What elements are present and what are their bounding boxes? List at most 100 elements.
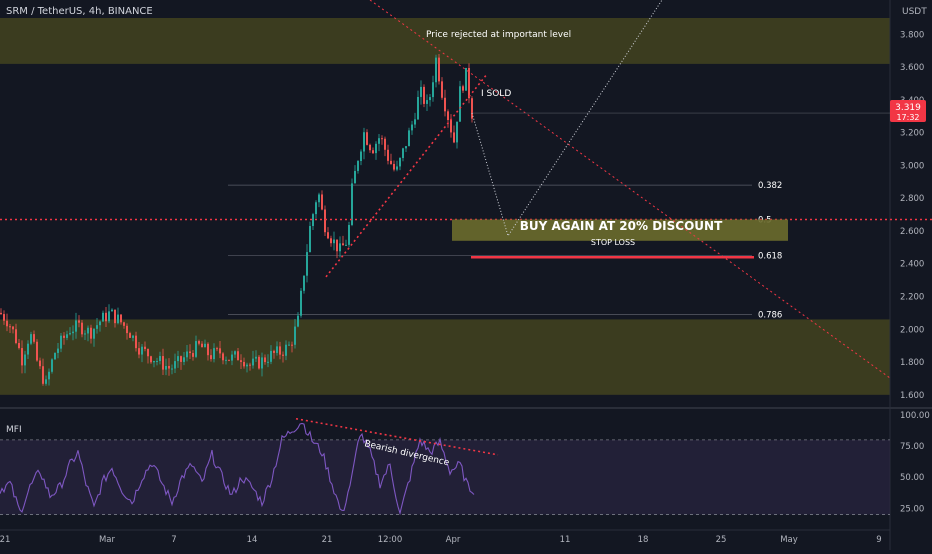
candle-body (84, 333, 86, 335)
annotation-i-sold: I SOLD (481, 89, 511, 99)
candle-body (231, 354, 233, 361)
candles-layer (0, 53, 473, 386)
candle-body (213, 348, 215, 360)
candle-body (240, 360, 242, 362)
candle-body (411, 124, 413, 131)
candle-body (141, 346, 143, 355)
candle-body (234, 351, 236, 355)
candle-body (396, 166, 398, 170)
mfi-tick-label: 75.00 (900, 442, 924, 452)
candle-body (414, 119, 416, 125)
candle-body (348, 224, 350, 245)
time-tick-label: 9 (876, 535, 881, 545)
mfi-band (0, 439, 890, 515)
candle-body (204, 343, 206, 348)
candle-body (309, 226, 311, 253)
candle-body (117, 314, 119, 324)
candle-body (288, 344, 290, 346)
mfi-layer (0, 417, 890, 516)
price-tick-label: 3.200 (900, 129, 924, 139)
candle-body (90, 327, 92, 339)
candle-body (57, 348, 59, 353)
price-tick-label: 2.200 (900, 293, 924, 303)
candle-body (159, 356, 161, 361)
price-tick-label: 2.000 (900, 325, 924, 335)
candle-body (447, 111, 449, 121)
price-tick-label: 1.600 (900, 391, 924, 401)
candle-body (195, 341, 197, 357)
mfi-tick-label: 25.00 (900, 504, 924, 514)
candle-body (147, 349, 149, 357)
candle-body (456, 121, 458, 143)
time-tick-label: 12:00 (378, 535, 403, 545)
candle-body (129, 333, 131, 338)
candle-body (276, 346, 278, 353)
candle-body (81, 322, 83, 335)
candle-body (228, 359, 230, 361)
candle-body (168, 365, 170, 369)
candle-body (342, 243, 344, 246)
candle-body (264, 357, 266, 363)
candle-body (126, 325, 128, 334)
time-tick-label: 11 (560, 535, 571, 545)
candle-body (42, 366, 44, 384)
candle-body (189, 351, 191, 354)
time-tick-label: 7 (171, 535, 176, 545)
candle-body (21, 348, 23, 366)
candle-body (222, 353, 224, 361)
candle-body (225, 359, 227, 361)
price-tick-label: 3.800 (900, 30, 924, 40)
candle-body (249, 364, 251, 366)
annotation-price-rejected: Price rejected at important level (426, 30, 571, 40)
candle-body (150, 356, 152, 363)
candle-body (102, 312, 104, 322)
candle-body (201, 343, 203, 348)
candle-body (444, 97, 446, 112)
annotation-stop-loss: STOP LOSS (591, 238, 635, 247)
candle-body (198, 341, 200, 344)
candle-body (186, 351, 188, 358)
projection-path (471, 0, 663, 238)
candle-body (426, 100, 428, 104)
candle-body (408, 130, 410, 147)
candle-body (192, 353, 194, 357)
candle-body (378, 138, 380, 144)
candle-body (108, 311, 110, 322)
candle-body (6, 320, 8, 327)
buy-zone-box (452, 219, 788, 241)
mfi-line (0, 422, 475, 516)
candle-body (96, 325, 98, 329)
candle-body (432, 82, 434, 98)
mfi-tick-label: 100.00 (900, 411, 930, 421)
candle-body (363, 132, 365, 152)
candle-body (291, 344, 293, 346)
candle-body (246, 364, 248, 367)
last-price-tag (890, 100, 926, 122)
candle-body (360, 151, 362, 162)
candle-body (321, 194, 323, 210)
price-tick-label: 1.800 (900, 358, 924, 368)
resistance-zone (0, 18, 890, 64)
price-tick-label: 3.000 (900, 161, 924, 171)
candle-body (111, 309, 113, 312)
candle-body (216, 348, 218, 350)
candle-body (390, 160, 392, 164)
candle-body (132, 335, 134, 338)
candle-body (3, 314, 5, 321)
candle-body (306, 252, 308, 276)
candle-body (177, 356, 179, 362)
candle-body (366, 132, 368, 145)
candle-body (369, 144, 371, 151)
falling-trendline (369, 0, 891, 379)
time-tick-label: Apr (446, 535, 461, 545)
candle-body (69, 333, 71, 335)
candle-body (384, 138, 386, 150)
time-tick-label: 14 (247, 535, 258, 545)
candle-body (138, 348, 140, 355)
candle-body (420, 86, 422, 97)
candle-body (12, 326, 14, 330)
candle-body (114, 309, 116, 324)
candle-body (339, 243, 341, 252)
candle-body (48, 371, 50, 380)
